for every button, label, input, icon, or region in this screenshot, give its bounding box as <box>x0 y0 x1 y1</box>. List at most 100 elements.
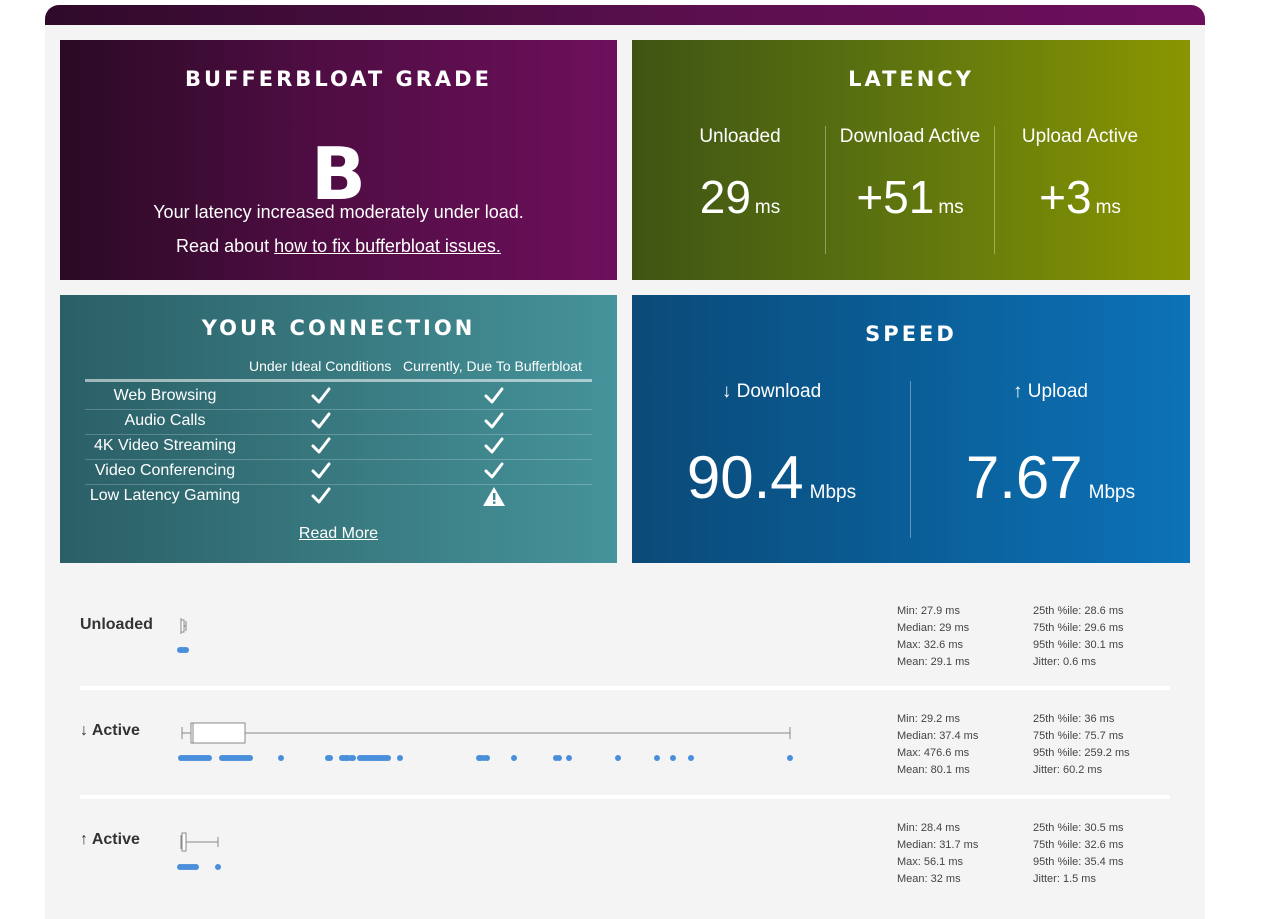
divider <box>825 126 826 254</box>
check-icon <box>309 410 333 432</box>
col-current-header: Currently, Due To Bufferbloat <box>403 358 582 374</box>
latency-sample-dot <box>670 755 676 761</box>
latency-title: LATENCY <box>848 67 974 91</box>
stat: Mean: 80.1 ms <box>897 764 970 776</box>
download-active-stats-right: 25th %ile: 36 ms 75th %ile: 75.7 ms 95th… <box>1033 711 1130 779</box>
stat: Jitter: 60.2 ms <box>1033 764 1103 776</box>
read-more-link[interactable]: Read More <box>298 525 379 542</box>
connection-row: Low Latency Gaming <box>85 484 592 509</box>
check-icon <box>482 435 506 457</box>
stat: 75th %ile: 75.7 ms <box>1033 730 1124 742</box>
download-label: ↓ Download <box>721 381 822 402</box>
connection-row-label: Video Conferencing <box>94 462 236 479</box>
check-icon <box>482 410 506 432</box>
download-active-row-title: ↓ Active <box>80 722 140 739</box>
upload-active-boxplot <box>177 832 221 870</box>
check-icon <box>482 460 506 482</box>
unloaded-stats-left: Min: 27.9 ms Median: 29 ms Max: 32.6 ms … <box>897 603 970 671</box>
latency-sample-dot <box>215 864 221 870</box>
bufferbloat-grade-card: BUFFERBLOAT GRADE B Your latency increas… <box>60 40 617 280</box>
latency-sample-dot <box>385 755 391 761</box>
speed-card: SPEED ↓ Download 90.4 Mbps ↑ Upload 7.67 M… <box>632 295 1190 563</box>
col-ideal-header: Under Ideal Conditions <box>249 358 392 374</box>
download-value: 90.4 <box>686 444 804 511</box>
latency-sample-dot <box>206 755 212 761</box>
latency-sample-dot <box>688 755 694 761</box>
stat: 75th %ile: 32.6 ms <box>1033 839 1124 851</box>
latency-value: +3 <box>1039 171 1092 223</box>
speed-title: SPEED <box>865 322 957 346</box>
download-active-boxplot <box>178 722 793 761</box>
latency-label: Unloaded <box>699 126 781 147</box>
stat: Mean: 32 ms <box>897 873 961 885</box>
latency-value: 29 <box>699 171 751 223</box>
speed-upload: ↑ Upload 7.67 Mbps <box>911 381 1190 512</box>
latency-label: Download Active <box>839 126 981 147</box>
stat: Max: 476.6 ms <box>897 747 970 759</box>
connection-row-label: Web Browsing <box>113 387 217 404</box>
check-icon <box>309 385 333 407</box>
stat: Max: 32.6 ms <box>897 639 964 651</box>
connection-row: 4K Video Streaming <box>85 434 592 460</box>
latency-sample-dot <box>278 755 284 761</box>
latency-label: Upload Active <box>1021 126 1139 147</box>
upload-label: ↑ Upload <box>1013 381 1088 402</box>
download-active-stats-left: Min: 29.2 ms Median: 37.4 ms Max: 476.6 … <box>897 711 978 779</box>
stat: 95th %ile: 35.4 ms <box>1033 856 1124 868</box>
latency-sample-dot <box>327 755 333 761</box>
latency-sample-dot <box>484 755 490 761</box>
unloaded-row-title: Unloaded <box>80 616 153 633</box>
upload-active-row-title: ↑ Active <box>80 831 140 848</box>
latency-sample-dot <box>787 755 793 761</box>
stat: Median: 31.7 ms <box>897 839 979 851</box>
check-icon <box>482 385 506 407</box>
stat: 95th %ile: 259.2 ms <box>1033 747 1130 759</box>
stat: 75th %ile: 29.6 ms <box>1033 622 1124 634</box>
divider <box>994 126 995 254</box>
unloaded-boxplot <box>177 618 189 653</box>
box <box>180 619 185 633</box>
download-unit: Mbps <box>809 482 857 503</box>
stat: Median: 29 ms <box>897 622 970 634</box>
connection-card: YOUR CONNECTION Under Ideal Conditions C… <box>60 295 617 563</box>
fix-bufferbloat-link[interactable]: how to fix bufferbloat issues. <box>274 236 501 256</box>
latency-value-group: +3 ms <box>996 170 1164 224</box>
latency-sample-dot <box>183 647 189 653</box>
latency-sample-dot <box>556 755 562 761</box>
upload-active-stats-left: Min: 28.4 ms Median: 31.7 ms Max: 56.1 m… <box>897 820 978 888</box>
stat: 95th %ile: 30.1 ms <box>1033 639 1124 651</box>
header-divider <box>85 379 592 382</box>
stat: Jitter: 1.5 ms <box>1033 873 1096 885</box>
stat: Jitter: 0.6 ms <box>1033 656 1096 668</box>
box <box>181 832 187 852</box>
latency-sample-dot <box>654 755 660 761</box>
stat: 25th %ile: 30.5 ms <box>1033 822 1124 834</box>
latency-unit: ms <box>1095 197 1121 218</box>
check-icon <box>309 435 333 457</box>
check-icon <box>309 485 333 507</box>
upload-value-group: 7.67 Mbps <box>911 443 1190 512</box>
box <box>190 722 246 744</box>
latency-value-group: +51 ms <box>826 170 994 224</box>
stat: Min: 29.2 ms <box>897 713 960 725</box>
latency-unit: ms <box>938 197 964 218</box>
speed-download: ↓ Download 90.4 Mbps <box>632 381 911 512</box>
connection-row-label: 4K Video Streaming <box>93 437 236 454</box>
stat: Mean: 29.1 ms <box>897 656 970 668</box>
latency-value: +51 <box>856 171 935 223</box>
connection-title: YOUR CONNECTION <box>201 316 476 340</box>
stat: 25th %ile: 36 ms <box>1033 713 1115 725</box>
latency-sample-dot <box>247 755 253 761</box>
connection-row-label: Low Latency Gaming <box>89 487 241 504</box>
latency-sample-dot <box>350 755 356 761</box>
latency-sample-dot <box>193 864 199 870</box>
warning-icon <box>482 485 506 507</box>
connection-row: Web Browsing <box>85 384 592 410</box>
stat: Max: 56.1 ms <box>897 856 964 868</box>
grade-letter: B <box>311 132 366 216</box>
unloaded-stats-right: 25th %ile: 28.6 ms 75th %ile: 29.6 ms 95… <box>1033 603 1124 671</box>
row-separator <box>80 795 1170 799</box>
connection-row-label: Audio Calls <box>124 412 206 429</box>
stat: Min: 27.9 ms <box>897 605 960 617</box>
upload-value: 7.67 <box>965 444 1083 511</box>
